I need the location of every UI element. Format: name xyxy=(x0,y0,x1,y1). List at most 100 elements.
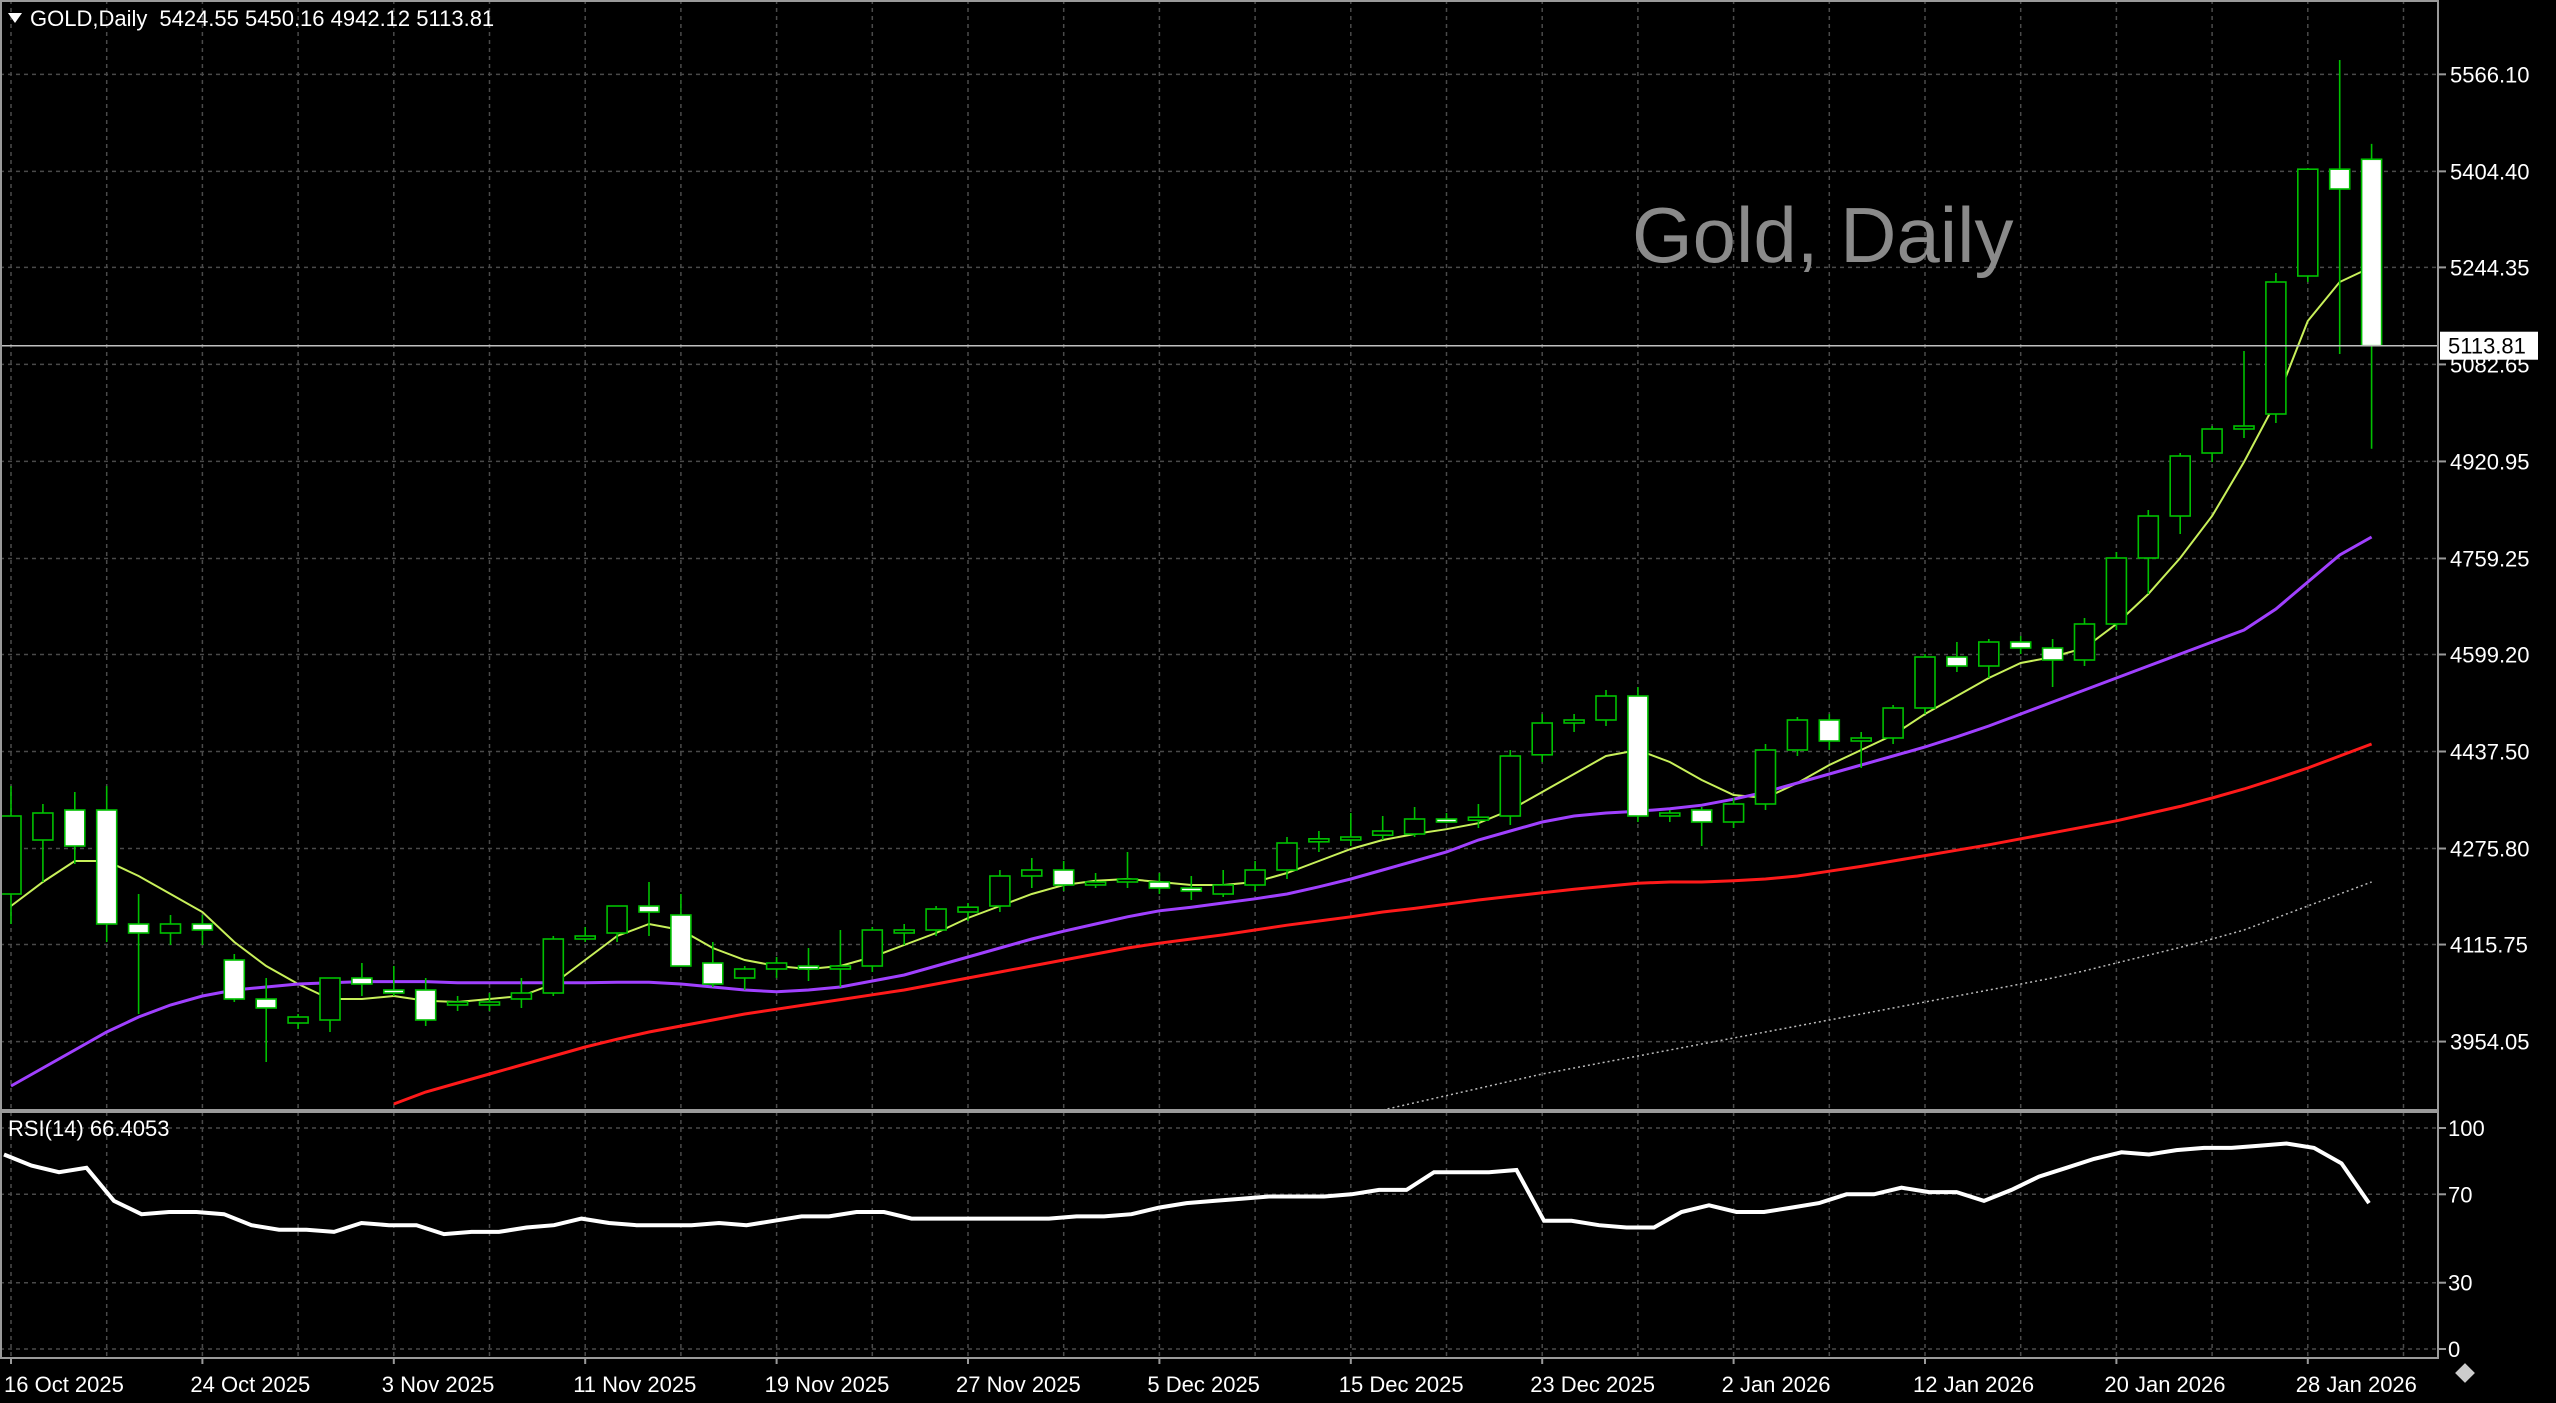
chart-header: GOLD,Daily 5424.55 5450.16 4942.12 5113.8… xyxy=(8,6,494,32)
candle-body xyxy=(2360,158,2383,347)
x-tick-label: 23 Dec 2025 xyxy=(1530,1372,1655,1397)
candle-body xyxy=(1946,656,1968,667)
dropdown-triangle-icon[interactable] xyxy=(8,13,22,23)
y-tick-label: 5082.65 xyxy=(2450,352,2530,377)
candle xyxy=(255,978,278,1062)
candle-body xyxy=(382,989,405,994)
candle xyxy=(319,977,341,1032)
candle xyxy=(1722,798,1745,828)
candle xyxy=(1403,807,1426,837)
candle-body xyxy=(255,998,278,1009)
candle-body xyxy=(2328,168,2351,190)
current-price-label: 5113.81 xyxy=(2448,334,2526,359)
candle xyxy=(1786,717,1809,756)
logo-mark-icon xyxy=(2455,1363,2475,1383)
candle-body xyxy=(2233,425,2255,430)
x-tick-label: 3 Nov 2025 xyxy=(382,1372,495,1397)
rsi-panel-frame xyxy=(0,1111,2439,1359)
rsi-panel xyxy=(3,1141,2371,1237)
candle xyxy=(1627,687,1649,822)
candle-body xyxy=(1595,695,1617,721)
candle xyxy=(127,894,150,1014)
candle-body xyxy=(1499,755,1522,817)
candle-body xyxy=(638,905,660,913)
y-tick-label: 4275.80 xyxy=(2450,837,2530,862)
candle xyxy=(446,996,469,1011)
candle-body xyxy=(64,809,86,847)
candle xyxy=(957,903,979,921)
candle-body xyxy=(1563,719,1585,724)
candle xyxy=(1531,714,1553,762)
candle xyxy=(1340,813,1362,846)
y-tick-label: 4920.95 xyxy=(2450,449,2530,474)
candle xyxy=(2137,510,2160,594)
candle-body xyxy=(893,929,916,934)
candle-body xyxy=(1882,707,1904,739)
candle-body xyxy=(2297,168,2319,277)
watermark-text: Gold, Daily xyxy=(1632,191,2014,279)
rsi-line xyxy=(3,1141,2371,1237)
current-price-box xyxy=(2440,331,2538,360)
candle-body xyxy=(1403,818,1426,835)
candle xyxy=(95,786,118,942)
candle xyxy=(2328,60,2351,354)
rsi-y-tick-label: 70 xyxy=(2448,1182,2472,1207)
candle xyxy=(1244,861,1266,891)
candle-body xyxy=(925,908,947,931)
y-tick-label: 5244.35 xyxy=(2450,255,2530,280)
y-tick-label: 4759.25 xyxy=(2450,546,2530,571)
moving-average-line xyxy=(393,742,2373,1106)
candle-body xyxy=(1690,809,1713,823)
candle-body xyxy=(446,1001,469,1006)
candle xyxy=(1595,690,1617,726)
x-tick-label: 2 Jan 2026 xyxy=(1722,1372,1831,1397)
candle xyxy=(797,948,820,981)
candle-body xyxy=(1722,803,1745,823)
rsi-label: RSI(14) 66.4053 xyxy=(8,1116,169,1142)
candle-body xyxy=(1116,878,1139,883)
candle-body xyxy=(765,962,788,970)
candle xyxy=(1818,714,1841,750)
candle-body xyxy=(1180,887,1203,892)
candle xyxy=(1148,873,1171,894)
x-tick-label: 5 Dec 2025 xyxy=(1147,1372,1260,1397)
candle xyxy=(1371,816,1394,840)
candle xyxy=(1754,744,1777,810)
candle xyxy=(382,966,405,996)
candle-body xyxy=(1786,719,1809,751)
candle xyxy=(2073,618,2096,666)
candle xyxy=(32,804,54,882)
candle-body xyxy=(1244,869,1266,886)
candle-body xyxy=(542,938,565,994)
candle xyxy=(2041,639,2064,687)
x-tick-label: 19 Nov 2025 xyxy=(765,1372,890,1397)
y-tick-label: 4599.20 xyxy=(2450,642,2530,667)
candle-body xyxy=(1148,881,1171,889)
candle xyxy=(414,978,437,1026)
candle xyxy=(2265,273,2287,423)
candle-body xyxy=(478,1001,501,1006)
candle-body xyxy=(797,965,820,970)
candle-body xyxy=(829,965,852,970)
candle-body xyxy=(733,968,756,979)
candle-body xyxy=(1435,818,1458,823)
y-tick-label: 5404.40 xyxy=(2450,159,2530,184)
rsi-y-tick-label: 0 xyxy=(2448,1337,2460,1362)
candle xyxy=(1052,861,1075,891)
candle xyxy=(893,924,916,945)
candle-body xyxy=(2073,623,2096,661)
candle xyxy=(1467,804,1490,828)
candle-body xyxy=(989,875,1011,907)
candle-body xyxy=(1276,842,1298,871)
x-tick-label: 24 Oct 2025 xyxy=(190,1372,310,1397)
candle xyxy=(2360,143,2383,449)
candle xyxy=(1882,705,1904,744)
candle-body xyxy=(127,923,150,934)
candle xyxy=(638,882,660,936)
candle-body xyxy=(2009,641,2032,649)
candle-body xyxy=(1340,836,1362,841)
candle-body xyxy=(1531,722,1553,756)
candle xyxy=(542,936,565,996)
candle-body xyxy=(1627,695,1649,817)
candle xyxy=(925,906,947,936)
